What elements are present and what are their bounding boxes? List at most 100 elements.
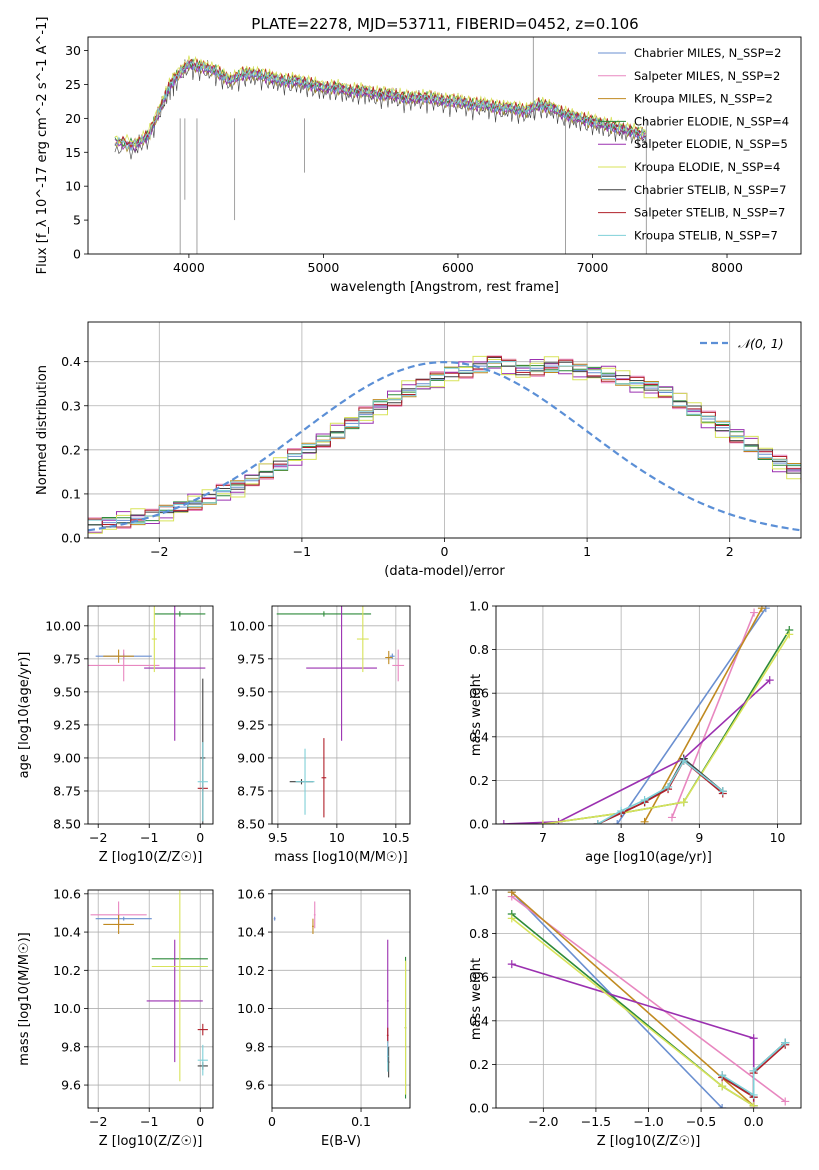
y-tick-label: 10.0 (237, 1001, 265, 1016)
y-tick-label: 9.00 (53, 750, 81, 765)
plot-area (88, 606, 208, 824)
mass-weight-line (721, 1042, 786, 1097)
x-tick-label: 9 (695, 830, 703, 845)
y-tick-label: 1.0 (469, 599, 489, 614)
y-tick-label: 9.00 (237, 750, 265, 765)
x-axis-label: (data-model)/error (384, 564, 505, 579)
y-tick-label: 0.6 (469, 686, 489, 701)
x-tick-label: 5000 (308, 260, 340, 275)
mass-weight-marker (507, 890, 516, 897)
x-tick-label: 0 (196, 1114, 204, 1129)
mass-weight-marker (718, 787, 727, 796)
x-tick-label: 0 (268, 1114, 276, 1129)
mass-weight-line (511, 891, 755, 1107)
plot-area (114, 37, 647, 254)
y-axis-label: Flux [f_λ 10^-17 erg cm^-2 s^-1 A^-1] (35, 17, 50, 275)
axes-frame (87, 889, 214, 1109)
y-tick-label: 15 (65, 145, 81, 160)
x-axis-label: Z [log10(Z/Z☉)] (99, 1134, 203, 1149)
mass-weight-marker (718, 1071, 727, 1080)
y-tick-label: 0.8 (469, 926, 489, 941)
x-tick-label: 0 (196, 830, 204, 845)
spectrum-line (114, 60, 647, 150)
y-tick-label: 9.50 (53, 684, 81, 699)
x-tick-label: 7000 (577, 260, 609, 275)
histogram-series (88, 360, 801, 524)
y-tick-label: 0.4 (469, 729, 489, 744)
y-tick-label: 0.2 (469, 1057, 489, 1072)
panels: 4000 5000 6000 7000 8000051015202530waveleng… (17, 17, 802, 1149)
x-tick-label: −1 (140, 830, 158, 845)
legend-label: Salpeter MILES, N_SSP=2 (634, 69, 780, 83)
x-axis-label: Z [log10(Z/Z☉)] (597, 1134, 701, 1149)
x-axis-label: mass [log10(M/M☉)] (274, 850, 407, 865)
plot-area (276, 606, 405, 818)
y-tick-label: 5 (73, 213, 81, 228)
legend-label: Salpeter ELODIE, N_SSP=5 (634, 137, 788, 151)
y-tick-label: 0.4 (61, 354, 81, 369)
figure-title: PLATE=2278, MJD=53711, FIBERID=0452, z=0… (251, 15, 638, 33)
legend-label: Chabrier STELIB, N_SSP=7 (634, 183, 786, 197)
x-tick-label: 6000 (442, 260, 474, 275)
mass-weight-marker (617, 806, 626, 815)
chart-panel-6: 0 0.1 9.6 9.8 10.0 10.2 10.4 10.6 E(B-V) (237, 886, 411, 1149)
y-tick-label: 9.25 (237, 717, 265, 732)
mass-weight-marker (781, 1038, 790, 1047)
y-tick-label: 9.8 (245, 1039, 265, 1054)
mass-weight-marker (667, 813, 676, 822)
legend-label: Salpeter STELIB, N_SSP=7 (634, 206, 785, 220)
legend-label: Kroupa STELIB, N_SSP=7 (634, 228, 778, 242)
y-tick-label: 0.8 (469, 642, 489, 657)
mass-weight-marker (749, 1090, 758, 1099)
mass-weight-marker (664, 782, 673, 791)
y-tick-label: 10.2 (53, 963, 81, 978)
x-tick-label: −1.5 (581, 1114, 611, 1129)
y-axis-label: age [log10(age/yr)] (17, 652, 32, 779)
x-tick-label: 0 (441, 544, 449, 559)
y-tick-label: 0.0 (469, 817, 489, 832)
gaussian-curve (88, 360, 801, 532)
x-tick-label: 0.0 (744, 1114, 764, 1129)
mass-weight-marker (750, 608, 759, 617)
y-tick-label: 10.2 (237, 963, 265, 978)
y-tick-label: 10.6 (237, 886, 265, 901)
y-tick-label: 10.6 (53, 886, 81, 901)
y-tick-label: 9.6 (245, 1078, 265, 1093)
x-axis-label: E(B-V) (321, 1134, 361, 1149)
mass-weight-marker (718, 1104, 727, 1108)
legend-label: Kroupa MILES, N_SSP=2 (634, 92, 773, 106)
x-tick-label: 1 (583, 544, 591, 559)
mass-weight-marker (640, 796, 649, 805)
y-axis-label: Normed distribution (35, 365, 50, 495)
mass-weight-marker (749, 1066, 758, 1075)
chart-panel-7: −2.0 −1.5 −1.0 −0.5 0.0 0.0 0.2 0.4 0.6 0.8 1.0 Z [… (469, 883, 802, 1149)
plot-area (273, 901, 407, 1099)
x-tick-label: 10 (770, 830, 786, 845)
x-axis-label: wavelength [Angstrom, rest frame] (330, 280, 559, 295)
x-tick-label: 7 (539, 830, 547, 845)
mass-weight-marker (749, 1034, 758, 1043)
y-tick-label: 9.75 (53, 651, 81, 666)
spectrum-line (114, 60, 647, 152)
y-tick-label: 25 (65, 77, 81, 92)
mass-weight-marker (507, 960, 516, 969)
y-tick-label: 8.50 (237, 817, 265, 832)
x-tick-label: 8 (617, 830, 625, 845)
mass-weight-marker (679, 756, 688, 765)
y-tick-label: 0.1 (61, 486, 81, 501)
chart-panel-3: 9.5 10 10.5 8.50 8.75 9.00 9.25 9.50 9.75 10.00 ma… (229, 605, 411, 865)
axes-frame (87, 605, 214, 825)
x-tick-label: −1 (293, 544, 311, 559)
y-tick-label: 10.4 (53, 925, 81, 940)
x-tick-label: −2.0 (528, 1114, 558, 1129)
mass-weight-marker (781, 1097, 790, 1106)
legend-label: Chabrier ELODIE, N_SSP=4 (634, 114, 789, 128)
y-tick-label: 10.0 (53, 1001, 81, 1016)
mass-weight-marker (499, 820, 508, 824)
mass-weight-line (542, 633, 790, 824)
mass-weight-marker (613, 820, 622, 824)
y-axis-label: mass weight (469, 674, 484, 756)
y-axis-label: mass weight (469, 958, 484, 1040)
mass-weight-marker (785, 630, 794, 639)
